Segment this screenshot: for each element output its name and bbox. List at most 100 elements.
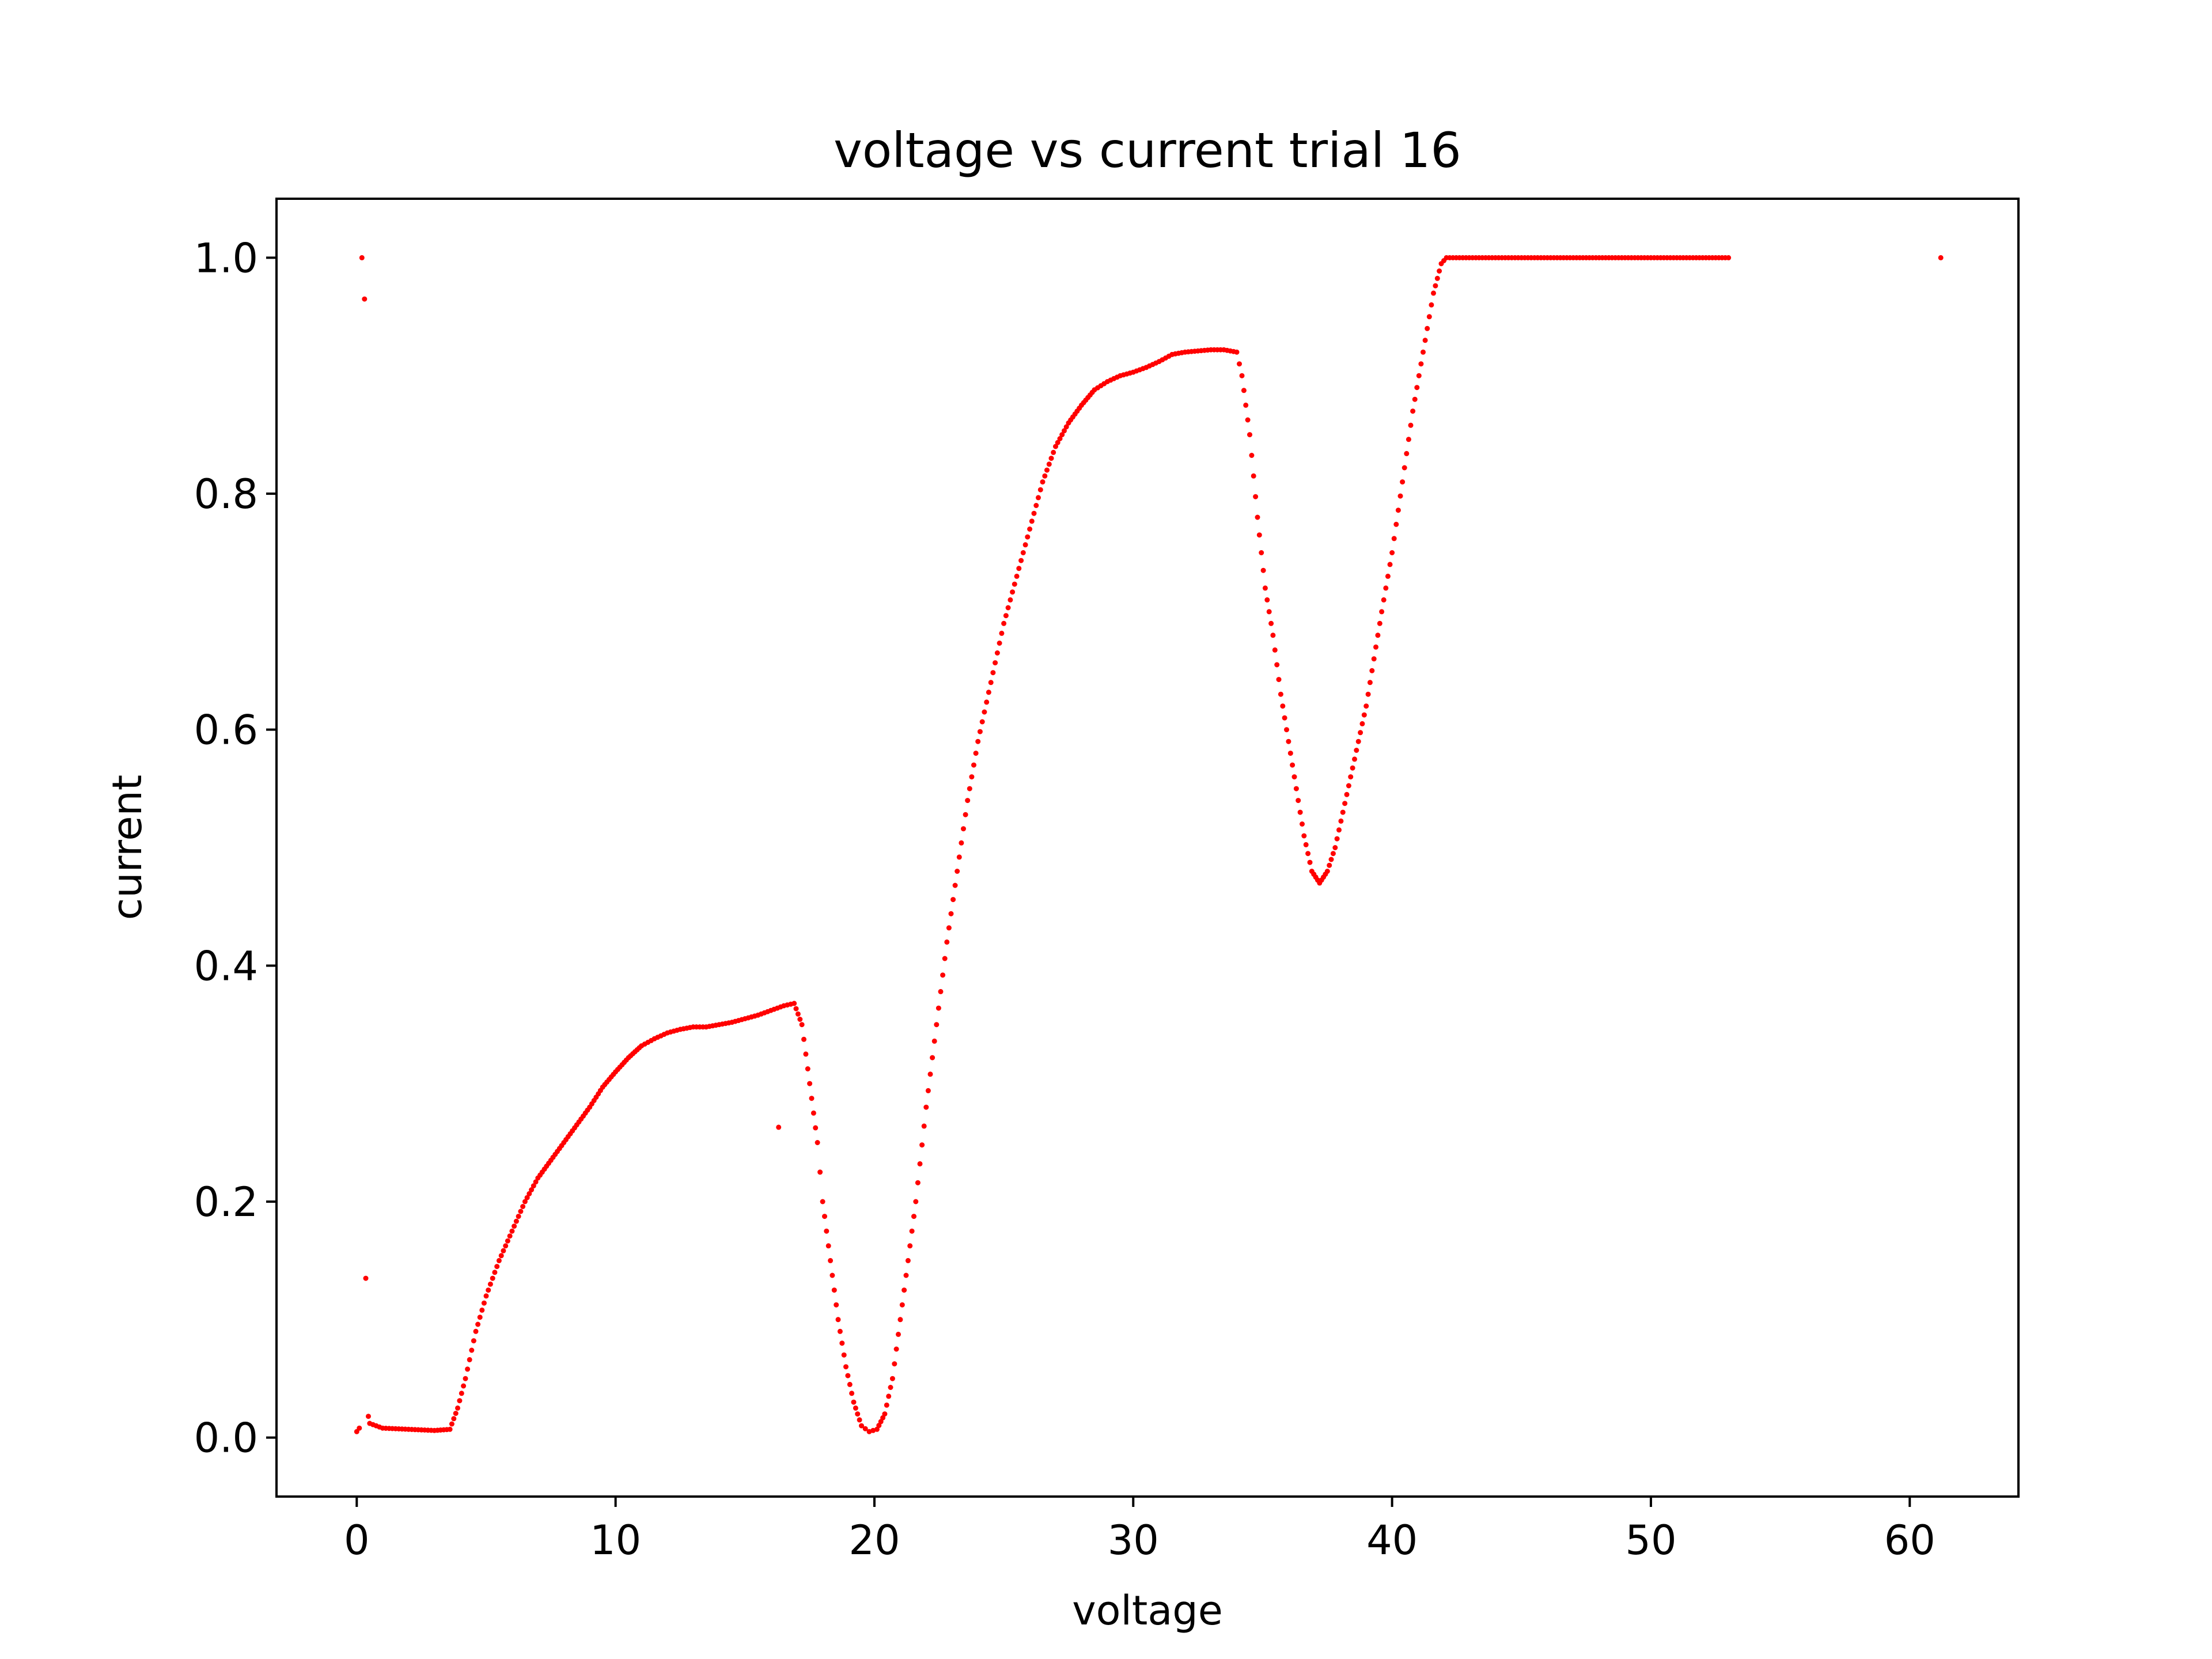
y-axis-label: current [104,775,151,921]
scatter-point [1033,503,1039,508]
scatter-point [882,1411,888,1417]
scatter-point [1327,862,1332,868]
scatter-point [1005,605,1011,611]
scatter-point [520,1204,526,1209]
scatter-point [1354,748,1359,753]
scatter-point [531,1183,536,1189]
scatter-point [946,925,952,931]
scatter-point [1359,721,1365,726]
scatter-point [831,1287,837,1293]
plot-frame [275,198,2020,1498]
scatter-point [1249,453,1255,458]
scatter-point [1016,566,1022,571]
scatter-point [490,1275,495,1281]
scatter-point [884,1402,889,1408]
scatter-point [1300,821,1305,827]
scatter-point [494,1264,500,1270]
scatter-point [807,1081,813,1086]
scatter-point [801,1036,806,1042]
scatter-point [1018,558,1024,563]
scatter-point [1239,373,1245,378]
scatter-point [477,1315,483,1320]
scatter-point [451,1416,457,1422]
scatter-point [1350,765,1355,771]
scatter-point [1367,680,1373,685]
scatter-point [1274,662,1280,668]
scatter-point [1059,432,1065,438]
scatter-point [1369,668,1375,673]
scatter-point [1036,495,1041,501]
scatter-point [1284,727,1289,733]
scatter-point [999,630,1005,636]
scatter-point [830,1272,835,1278]
scatter-point [1255,514,1260,520]
scatter-point [503,1243,509,1249]
scatter-point [1044,467,1050,473]
scatter-point [1053,444,1058,449]
scatter-point [473,1328,479,1334]
scatter-point [1402,465,1407,471]
scatter-point [1938,255,1944,260]
scatter-point [1062,428,1067,434]
scatter-point [1332,845,1338,850]
scatter-point [1393,521,1399,527]
scatter-point [1379,609,1385,615]
x-tick-label: 10 [590,1517,641,1564]
scatter-point [1243,402,1249,408]
scatter-point [1001,620,1007,626]
scatter-point [1400,479,1406,485]
scatter-point [1260,567,1266,573]
scatter-point [825,1243,831,1249]
scatter-point [959,840,964,846]
scatter-point [509,1228,515,1234]
scatter-point [483,1293,489,1299]
scatter-point [886,1393,892,1399]
x-tick-label: 40 [1366,1517,1418,1564]
scatter-point [990,670,996,676]
scatter-point [911,1214,916,1219]
scatter-point [1259,550,1264,555]
scatter-point [1414,385,1420,391]
scatter-point [1293,786,1299,791]
scatter-point [938,988,944,994]
scatter-point [1014,573,1020,579]
scatter-point [1025,534,1031,540]
scatter-point [492,1270,498,1275]
scatter-point [455,1405,460,1411]
scatter-point [1291,774,1297,780]
scatter-point [828,1257,834,1263]
scatter-point [889,1376,895,1381]
scatter-point [447,1426,453,1432]
scatter-point [1391,536,1397,541]
scatter-point [463,1376,468,1381]
scatter-point [897,1317,903,1323]
scatter-point [857,1417,862,1423]
scatter-point [1272,647,1278,653]
scatter-point [975,738,981,744]
scatter-point [988,680,994,685]
scatter-point [469,1347,475,1353]
scatter-point [907,1243,913,1249]
scatter-point [899,1302,905,1308]
scatter-point [803,1051,809,1057]
scatter-point [1418,361,1424,367]
scatter-point [874,1426,880,1432]
x-axis-ticks: 0 10 20 30 40 50 60 [344,1497,1936,1564]
scatter-point [1410,408,1416,414]
scatter-point [1051,449,1056,455]
scatter-point [1433,283,1438,289]
scatter-point [855,1411,861,1417]
scatter-point [892,1361,897,1367]
scatter-point [977,729,983,734]
x-axis-label: voltage [1072,1587,1223,1634]
scatter-point [1234,349,1240,355]
scatter-point [453,1411,459,1416]
scatter-point [1352,756,1357,762]
scatter-point [471,1338,476,1344]
scatter-point [1268,620,1274,626]
y-tick-label: 0.4 [194,942,258,990]
scatter-point [1421,349,1426,355]
scatter-point [961,826,966,832]
scatter-point [1264,597,1270,603]
